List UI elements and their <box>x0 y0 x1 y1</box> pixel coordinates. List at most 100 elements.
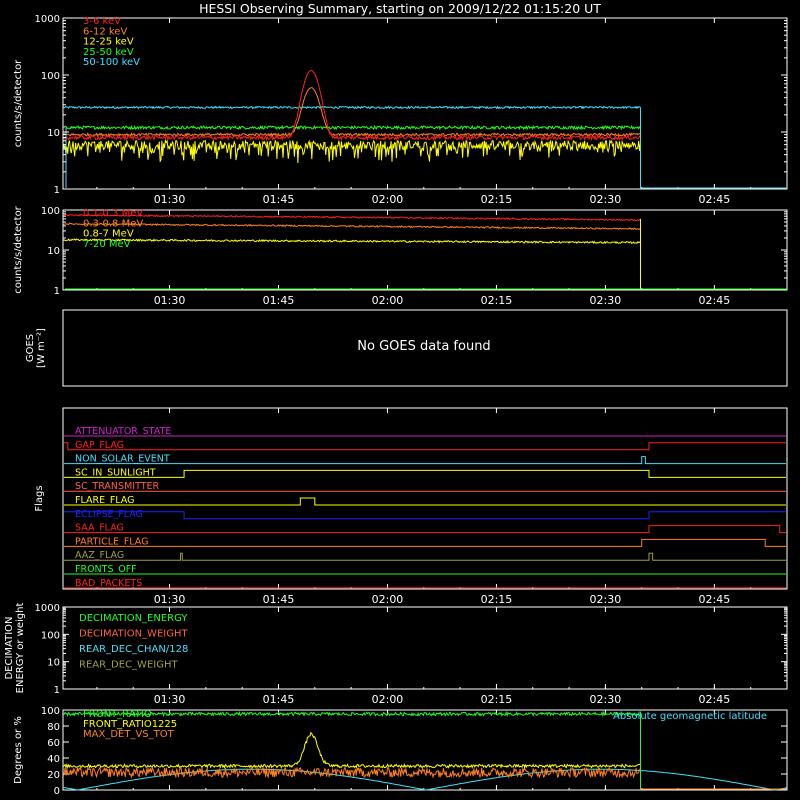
panel4-flag-line <box>64 442 786 451</box>
panel4-flag-line <box>64 525 786 534</box>
panel3-ylabel-units: [W m⁻²] <box>36 328 47 368</box>
panel5-xtick-label: 01:45 <box>263 693 295 706</box>
panel4-flag-label: ATTENUATOR_STATE <box>75 426 171 437</box>
panel1-xtick-label: 02:45 <box>699 193 731 206</box>
panel6-legend-item: FRONT_RATIO <box>83 709 152 720</box>
panel2-legend-item: 0.3-0.8 MeV <box>83 218 143 229</box>
panel4-flag-label: ECLIPSE_FLAG <box>75 509 143 520</box>
panel5-legend-item: REAR_DEC_CHAN/128 <box>79 644 188 655</box>
panel4-flag-line <box>64 511 786 520</box>
panel5-ytick-label: 100 <box>41 630 60 641</box>
panel6-ytick-label: 0 <box>54 786 60 797</box>
panel2-xtick-label: 02:15 <box>481 294 513 307</box>
panel1-12-25-keV-series <box>62 138 641 164</box>
panel2-legend-item: 7-20 MeV <box>83 239 131 250</box>
panel2-ytick-label: 100 <box>41 206 60 217</box>
panel6-ytick-label: 40 <box>47 754 60 765</box>
panel5-ytick-label: 10 <box>47 658 60 669</box>
panel5-xtick-label: 01:30 <box>154 693 186 706</box>
panel6-legend-item: MAX_DET_VS_TOT <box>83 729 175 740</box>
panel1-xtick-label: 02:15 <box>481 193 513 206</box>
panel6-ylabel: Degrees or % <box>13 716 24 784</box>
panel1-legend-item: 6-12 keV <box>83 26 127 37</box>
panel1-frame <box>62 17 788 190</box>
panel3-frame <box>62 309 788 387</box>
panel1-xtick-label: 02:00 <box>372 193 404 206</box>
panel4-flag-line <box>64 538 786 547</box>
panel2-legend-item: 0.1-0.3 MeV <box>83 208 143 219</box>
panel3-ylabel: GOES <box>25 334 36 362</box>
panel5-legend-item: DECIMATION_WEIGHT <box>79 629 188 640</box>
panel2-series <box>63 222 641 231</box>
panel6-ytick-label: 20 <box>47 770 60 781</box>
panel6-ytick-label: 60 <box>47 738 60 749</box>
panel5-ylabel2: ENERGY or weight <box>15 603 26 694</box>
goes-message: No GOES data found <box>357 339 490 354</box>
panel4-flag-label: GAP_FLAG <box>75 440 124 451</box>
panel4-flag-line <box>64 456 786 465</box>
panel4-flag-label: PARTICLE_FLAG <box>75 536 148 547</box>
panel4-xtick-label: 02:30 <box>590 593 622 606</box>
panel1-legend-item: 12-25 keV <box>83 37 134 48</box>
panel1-legend-item: 50-100 keV <box>83 57 140 68</box>
panel6-series <box>63 731 641 770</box>
panel2-xtick-label: 02:30 <box>590 294 622 307</box>
panel4-flag-label: FLARE_FLAG <box>75 495 135 506</box>
panel5-xtick-label: 02:15 <box>481 693 513 706</box>
panel2-xtick-label: 01:45 <box>263 294 295 307</box>
panel6-ytick-label: 80 <box>47 722 60 733</box>
panel1-xtick-label: 01:45 <box>263 193 295 206</box>
panel4-ylabel: Flags <box>34 485 45 511</box>
panel4-xtick-label: 01:30 <box>154 593 186 606</box>
panel4-flag-label: AAZ_FLAG <box>75 550 124 561</box>
panel4-flag-line <box>64 469 786 478</box>
panel4-flag-line <box>64 497 786 506</box>
panel2-xtick-label: 02:00 <box>372 294 404 307</box>
panel1-xtick-label: 02:30 <box>590 193 622 206</box>
panel5-legend-item: DECIMATION_ENERGY <box>79 613 188 624</box>
panel4-flag-label: BAD_PACKETS <box>75 578 142 589</box>
panel6-geomag-series <box>62 768 787 791</box>
panel5-frame <box>62 606 788 690</box>
panel1-ytick-label: 10 <box>47 128 60 139</box>
panel1-ytick-label: 100 <box>41 71 60 82</box>
panel5-xtick-label: 02:00 <box>372 693 404 706</box>
panel1-legend-item: 25-50 keV <box>83 47 134 58</box>
chart-title: HESSI Observing Summary, starting on 200… <box>199 1 601 16</box>
panel2-xtick-label: 02:45 <box>699 294 731 307</box>
panel4-xtick-label: 01:45 <box>263 593 295 606</box>
panel1-xtick-label: 01:30 <box>154 193 186 206</box>
panel2-ytick-label: 1 <box>54 286 60 297</box>
panel6-legend-item: FRONT_RATIO1225 <box>83 719 177 730</box>
panel1-3-6-keV-series <box>62 70 641 142</box>
panel2-series <box>63 213 641 222</box>
panel1-ylabel: counts/s/detector <box>13 59 24 147</box>
panel2-legend-item: 0.8-7 MeV <box>83 229 134 240</box>
panel1-legend-item: 3-6 keV <box>83 16 121 27</box>
panel6-ytick-label: 100 <box>41 706 60 717</box>
panel1-50-100-keV-series <box>63 105 641 110</box>
panel1-ytick-label: 1000 <box>35 14 60 25</box>
panel5-ytick-label: 1 <box>54 685 60 696</box>
panel5-xtick-label: 02:30 <box>590 693 622 706</box>
panel5-legend-item: REAR_DEC_WEIGHT <box>79 660 178 671</box>
panel6-legend-geomag: Absolute geomagnetic latitude <box>613 711 767 722</box>
panel1-25-50-keV-series <box>63 124 641 131</box>
panel4-flag-label: SC_IN_SUNLIGHT <box>75 467 156 478</box>
panel5-ytick-label: 1000 <box>35 603 60 614</box>
panel1-ytick-label: 1 <box>54 185 60 196</box>
panel2-ylabel: counts/s/detector <box>13 205 24 293</box>
panel4-flag-label: FRONTS_OFF <box>75 564 137 575</box>
panel6-series <box>62 765 641 779</box>
panel4-frame <box>62 407 788 590</box>
panel4-flag-label: SAA_FLAG <box>75 523 124 534</box>
panel6-series <box>63 710 641 718</box>
panel5-xtick-label: 02:45 <box>699 693 731 706</box>
panel4-flag-label: SC_TRANSMITTER <box>75 481 160 492</box>
panel4-xtick-label: 02:15 <box>481 593 513 606</box>
panel5-ylabel: DECIMATION <box>4 616 15 679</box>
panel4-xtick-label: 02:00 <box>372 593 404 606</box>
panel2-frame <box>62 209 788 291</box>
panel4-flag-label: NON_SOLAR_EVENT <box>75 454 170 465</box>
